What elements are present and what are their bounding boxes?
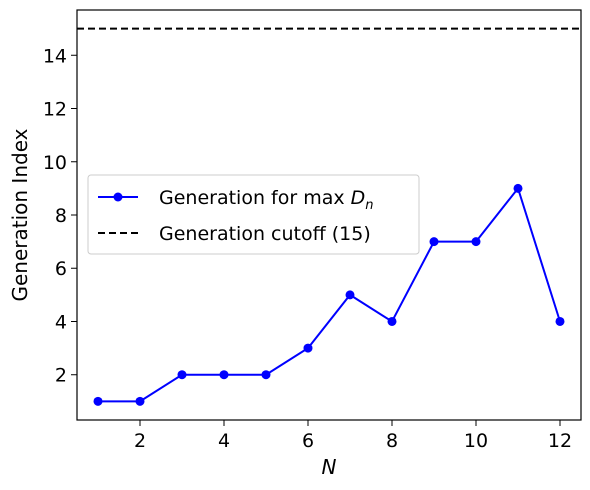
data-point	[303, 343, 313, 353]
data-point	[177, 370, 187, 380]
data-point	[387, 316, 397, 326]
y-axis-ticks: 2 4 6 8 10 12 14	[43, 45, 77, 387]
data-point	[219, 370, 229, 380]
x-tick-label: 10	[464, 430, 488, 452]
x-tick-label: 4	[218, 430, 230, 452]
series-line	[98, 186, 561, 403]
x-axis-ticks: 2 4 6 8 10 12	[134, 420, 572, 452]
y-tick-label: 2	[55, 365, 67, 387]
data-point	[261, 370, 271, 380]
data-point	[471, 237, 481, 247]
plot-content	[77, 27, 581, 406]
legend-series-marker	[113, 192, 123, 202]
y-tick-label: 14	[43, 45, 67, 67]
y-axis-title: Generation Index	[8, 128, 32, 301]
x-axis-title: N	[322, 455, 337, 479]
y-tick-label: 6	[55, 258, 67, 280]
legend-series-label: Generation for max Dn	[159, 187, 374, 213]
x-tick-label: 12	[548, 430, 572, 452]
y-tick-label: 8	[55, 205, 67, 227]
legend: Generation for max Dn Generation cutoff …	[87, 174, 420, 255]
data-point	[555, 316, 565, 326]
y-tick-label: 4	[55, 311, 67, 333]
data-point	[429, 237, 439, 247]
data-point	[93, 396, 103, 406]
x-tick-label: 2	[134, 430, 146, 452]
x-tick-label: 6	[302, 430, 314, 452]
data-point	[513, 183, 523, 193]
y-tick-label: 10	[43, 152, 67, 174]
data-point	[135, 396, 145, 406]
data-point	[345, 290, 355, 300]
x-tick-label: 8	[386, 430, 398, 452]
y-tick-label: 12	[43, 99, 67, 121]
legend-box	[87, 174, 420, 255]
legend-cutoff-label: Generation cutoff (15)	[159, 223, 371, 245]
